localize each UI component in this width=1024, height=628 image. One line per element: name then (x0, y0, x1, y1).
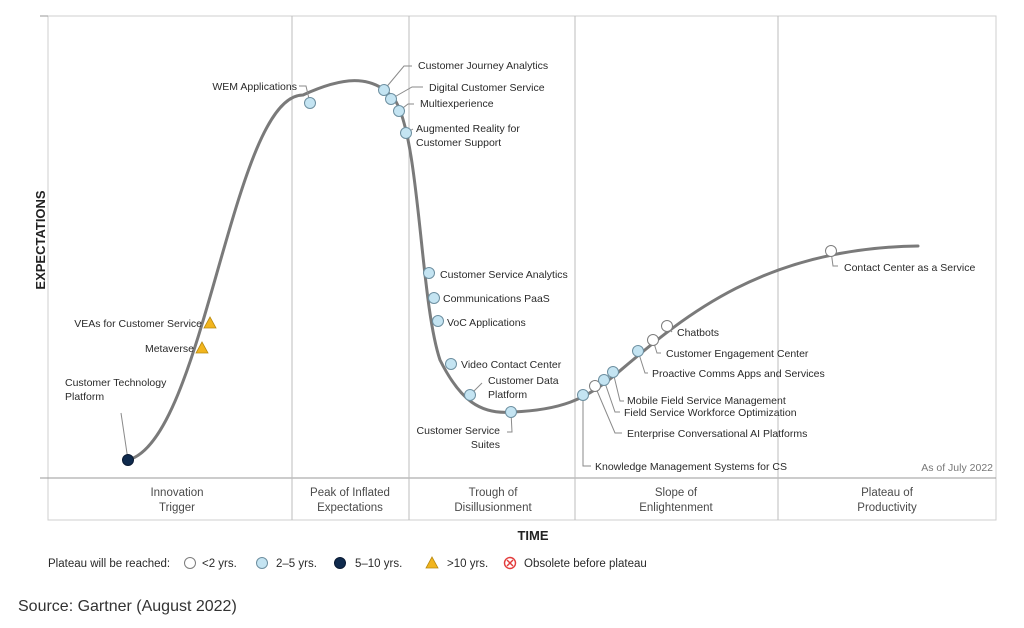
marker-enterprise-conversational-ai-platforms (589, 380, 601, 392)
label-video-contact-center: Video Contact Center (461, 359, 562, 371)
label-digital-customer-service: Digital Customer Service (429, 82, 545, 94)
phase-labels: Innovation Trigger Peak of Inflated Expecta… (150, 487, 917, 514)
marker-knowledge-management-systems-for-cs (577, 389, 589, 401)
legend-marker-5-10-yrs (334, 557, 346, 569)
leader-proactive-comms-apps-and-services (637, 350, 648, 374)
technology-markers (122, 84, 837, 466)
phase-label-5: Plateau of Productivity (857, 487, 917, 514)
leader-field-service-workforce-optimization (603, 379, 620, 413)
legend-label-1: <2 yrs. (202, 558, 237, 570)
marker-digital-customer-service (385, 93, 397, 105)
label-customer-journey-analytics: Customer Journey Analytics (418, 60, 548, 72)
label-metaverse: Metaverse (145, 343, 194, 355)
leader-knowledge-management-systems-for-cs (582, 395, 591, 467)
marker-veas-for-customer-service (203, 316, 217, 329)
label-customer-service-analytics: Customer Service Analytics (440, 269, 568, 281)
label-customer-data-platform: Customer Data Platform (488, 375, 559, 401)
label-communications-paas: Communications PaaS (443, 293, 550, 305)
phase-label-2: Peak of Inflated Expectations (310, 487, 390, 514)
marker-augmented-reality-for-customer-support (400, 127, 412, 139)
legend-label-2: 2–5 yrs. (276, 558, 317, 570)
label-voc-applications: VoC Applications (447, 317, 526, 329)
label-multiexperience: Multiexperience (420, 98, 494, 110)
chart-frame (40, 15, 997, 521)
marker-communications-paas (428, 292, 440, 304)
leader-enterprise-conversational-ai-platforms (594, 385, 622, 434)
marker-voc-applications (432, 315, 444, 327)
label-enterprise-conversational-ai-platforms: Enterprise Conversational AI Platforms (627, 428, 807, 440)
marker-customer-engagement-center (647, 334, 659, 346)
label-chatbots: Chatbots (677, 327, 719, 339)
leader-mobile-field-service-management (612, 371, 624, 402)
legend: Plateau will be reached: <2 yrs. 2–5 yrs. 5… (48, 556, 647, 570)
label-customer-technology-platform: Customer Technology Platform (65, 377, 167, 403)
marker-wem-applications (304, 97, 316, 109)
marker-mobile-field-service-management (607, 366, 619, 378)
x-axis-title: TIME (517, 528, 548, 543)
legend-label-5: Obsolete before plateau (524, 558, 647, 570)
marker-video-contact-center (445, 358, 457, 370)
as-of-date: As of July 2022 (921, 462, 993, 474)
marker-customer-service-suites (505, 406, 517, 418)
leader-customer-journey-analytics (383, 65, 412, 91)
label-knowledge-management-systems-for-cs: Knowledge Management Systems for CS (595, 461, 787, 473)
technology-labels: Customer Technology Platform Metaverse VEAs… (65, 60, 975, 473)
legend-label-4: >10 yrs. (447, 558, 488, 570)
marker-chatbots (661, 320, 673, 332)
marker-metaverse (195, 341, 209, 354)
leader-digital-customer-service (390, 86, 423, 100)
legend-marker-2-5-yrs (256, 557, 268, 569)
label-augmented-reality-for-customer-support: Augmented Reality for Customer Support (416, 123, 520, 149)
legend-title: Plateau will be reached: (48, 558, 170, 570)
label-contact-center-as-a-service: Contact Center as a Service (844, 262, 975, 274)
label-customer-service-suites: Customer Service Suites (417, 425, 501, 451)
legend-marker-10-yrs (425, 556, 439, 569)
label-veas-for-customer-service: VEAs for Customer Service (74, 318, 202, 330)
legend-marker-obsolete-before-plateau (503, 556, 517, 570)
marker-customer-service-analytics (423, 267, 435, 279)
marker-customer-journey-analytics (378, 84, 390, 96)
phase-label-4: Slope of Enlightenment (639, 487, 713, 514)
marker-field-service-workforce-optimization (598, 374, 610, 386)
y-axis-title: EXPECTATIONS (33, 190, 48, 290)
marker-customer-technology-platform (122, 454, 134, 466)
marker-contact-center-as-a-service (825, 245, 837, 257)
label-field-service-workforce-optimization: Field Service Workforce Optimization (624, 407, 797, 419)
marker-proactive-comms-apps-and-services (632, 345, 644, 357)
label-wem-applications: WEM Applications (212, 81, 297, 93)
legend-marker-2-yrs (184, 557, 196, 569)
leader-customer-service-suites (507, 411, 513, 433)
marker-multiexperience (393, 105, 405, 117)
marker-customer-data-platform (464, 389, 476, 401)
leader-customer-technology-platform (120, 412, 129, 461)
legend-label-3: 5–10 yrs. (355, 558, 402, 570)
phase-label-1: Innovation Trigger (150, 487, 203, 514)
label-mobile-field-service-management: Mobile Field Service Management (627, 395, 786, 407)
phase-label-3: Trough of Disillusionment (454, 487, 532, 514)
label-proactive-comms-apps-and-services: Proactive Comms Apps and Services (652, 368, 825, 380)
label-customer-engagement-center: Customer Engagement Center (666, 348, 809, 360)
source-caption: Source: Gartner (August 2022) (18, 598, 237, 615)
